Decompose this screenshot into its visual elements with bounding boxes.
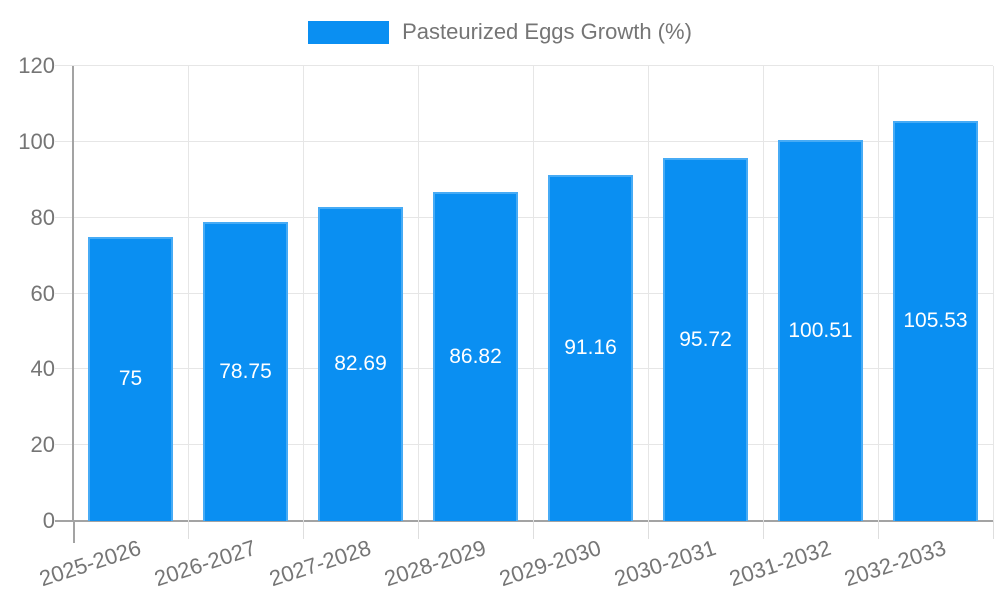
- bar[interactable]: [778, 140, 863, 521]
- bar-value-label: 95.72: [679, 327, 732, 351]
- bar[interactable]: [433, 192, 518, 521]
- legend-label: Pasteurized Eggs Growth (%): [402, 19, 692, 44]
- bar-value-label: 91.16: [564, 336, 617, 359]
- x-axis-tick-label: 2031-2032: [726, 535, 835, 592]
- gridline-vertical: [302, 66, 304, 521]
- bar[interactable]: [88, 237, 173, 521]
- x-axis-tick: [417, 521, 419, 539]
- bar-value-label: 100.51: [788, 318, 853, 342]
- x-axis-tick: [187, 521, 189, 539]
- gridline-horizontal: [55, 292, 993, 294]
- bar[interactable]: [203, 222, 288, 521]
- bar[interactable]: [663, 158, 748, 521]
- x-axis-tick-label: 2028-2029: [381, 535, 490, 592]
- gridline-vertical: [532, 66, 534, 521]
- gridline-vertical: [647, 66, 649, 521]
- x-axis-tick: [762, 521, 764, 539]
- bar[interactable]: [548, 175, 633, 521]
- y-axis-tick-label: 40: [30, 356, 55, 382]
- gridline-vertical: [877, 66, 879, 521]
- gridline-vertical: [992, 66, 994, 521]
- legend-swatch-icon: [308, 20, 390, 44]
- x-axis-tick: [877, 521, 879, 539]
- x-axis-tick-label: 2030-2031: [611, 535, 720, 592]
- y-axis-tick-label: 120: [18, 53, 55, 78]
- gridline-horizontal: [55, 368, 993, 370]
- gridline-vertical: [187, 66, 189, 521]
- bar-value-label: 75: [118, 367, 143, 390]
- y-axis-tick-label: 60: [30, 280, 55, 306]
- x-axis-tick-label: 2029-2030: [496, 535, 605, 592]
- x-axis-tick-label: 2026-2027: [151, 535, 260, 592]
- gridline-horizontal: [55, 216, 993, 218]
- y-axis-tick-label: 0: [42, 508, 55, 533]
- gridline-horizontal: [55, 520, 993, 522]
- gridline-vertical: [417, 66, 419, 521]
- gridline-horizontal: [55, 140, 993, 142]
- x-axis-tick-label: 2025-2026: [36, 535, 145, 592]
- x-axis-tick: [992, 521, 994, 539]
- y-axis-tick-label: 100: [18, 128, 55, 154]
- bar-value-label: 86.82: [449, 344, 502, 368]
- x-axis-tick: [647, 521, 649, 539]
- y-axis-line: [72, 66, 74, 521]
- bar[interactable]: [893, 121, 978, 521]
- bar-value-label: 105.53: [903, 309, 968, 332]
- x-axis-tick: [302, 521, 304, 539]
- bar-value-label: 82.69: [334, 352, 387, 375]
- x-axis-tick-label: 2032-2033: [841, 535, 950, 592]
- chart-legend-item[interactable]: Pasteurized Eggs Growth (%): [0, 19, 1000, 45]
- x-axis-tick: [72, 521, 75, 543]
- gridline-horizontal: [55, 65, 993, 66]
- x-axis-tick: [532, 521, 534, 539]
- y-axis-tick-label: 80: [30, 204, 55, 230]
- plot-area: 75 2025-2026 78.75 2026-2027 82.69 2027-2028 8…: [36, 65, 994, 591]
- x-axis-tick-label: 2027-2028: [266, 535, 375, 592]
- gridline-vertical: [762, 66, 764, 521]
- bar-value-label: 78.75: [219, 359, 272, 383]
- bar[interactable]: [318, 207, 403, 521]
- gridline-horizontal: [55, 444, 993, 446]
- y-axis-tick-label: 20: [30, 432, 55, 458]
